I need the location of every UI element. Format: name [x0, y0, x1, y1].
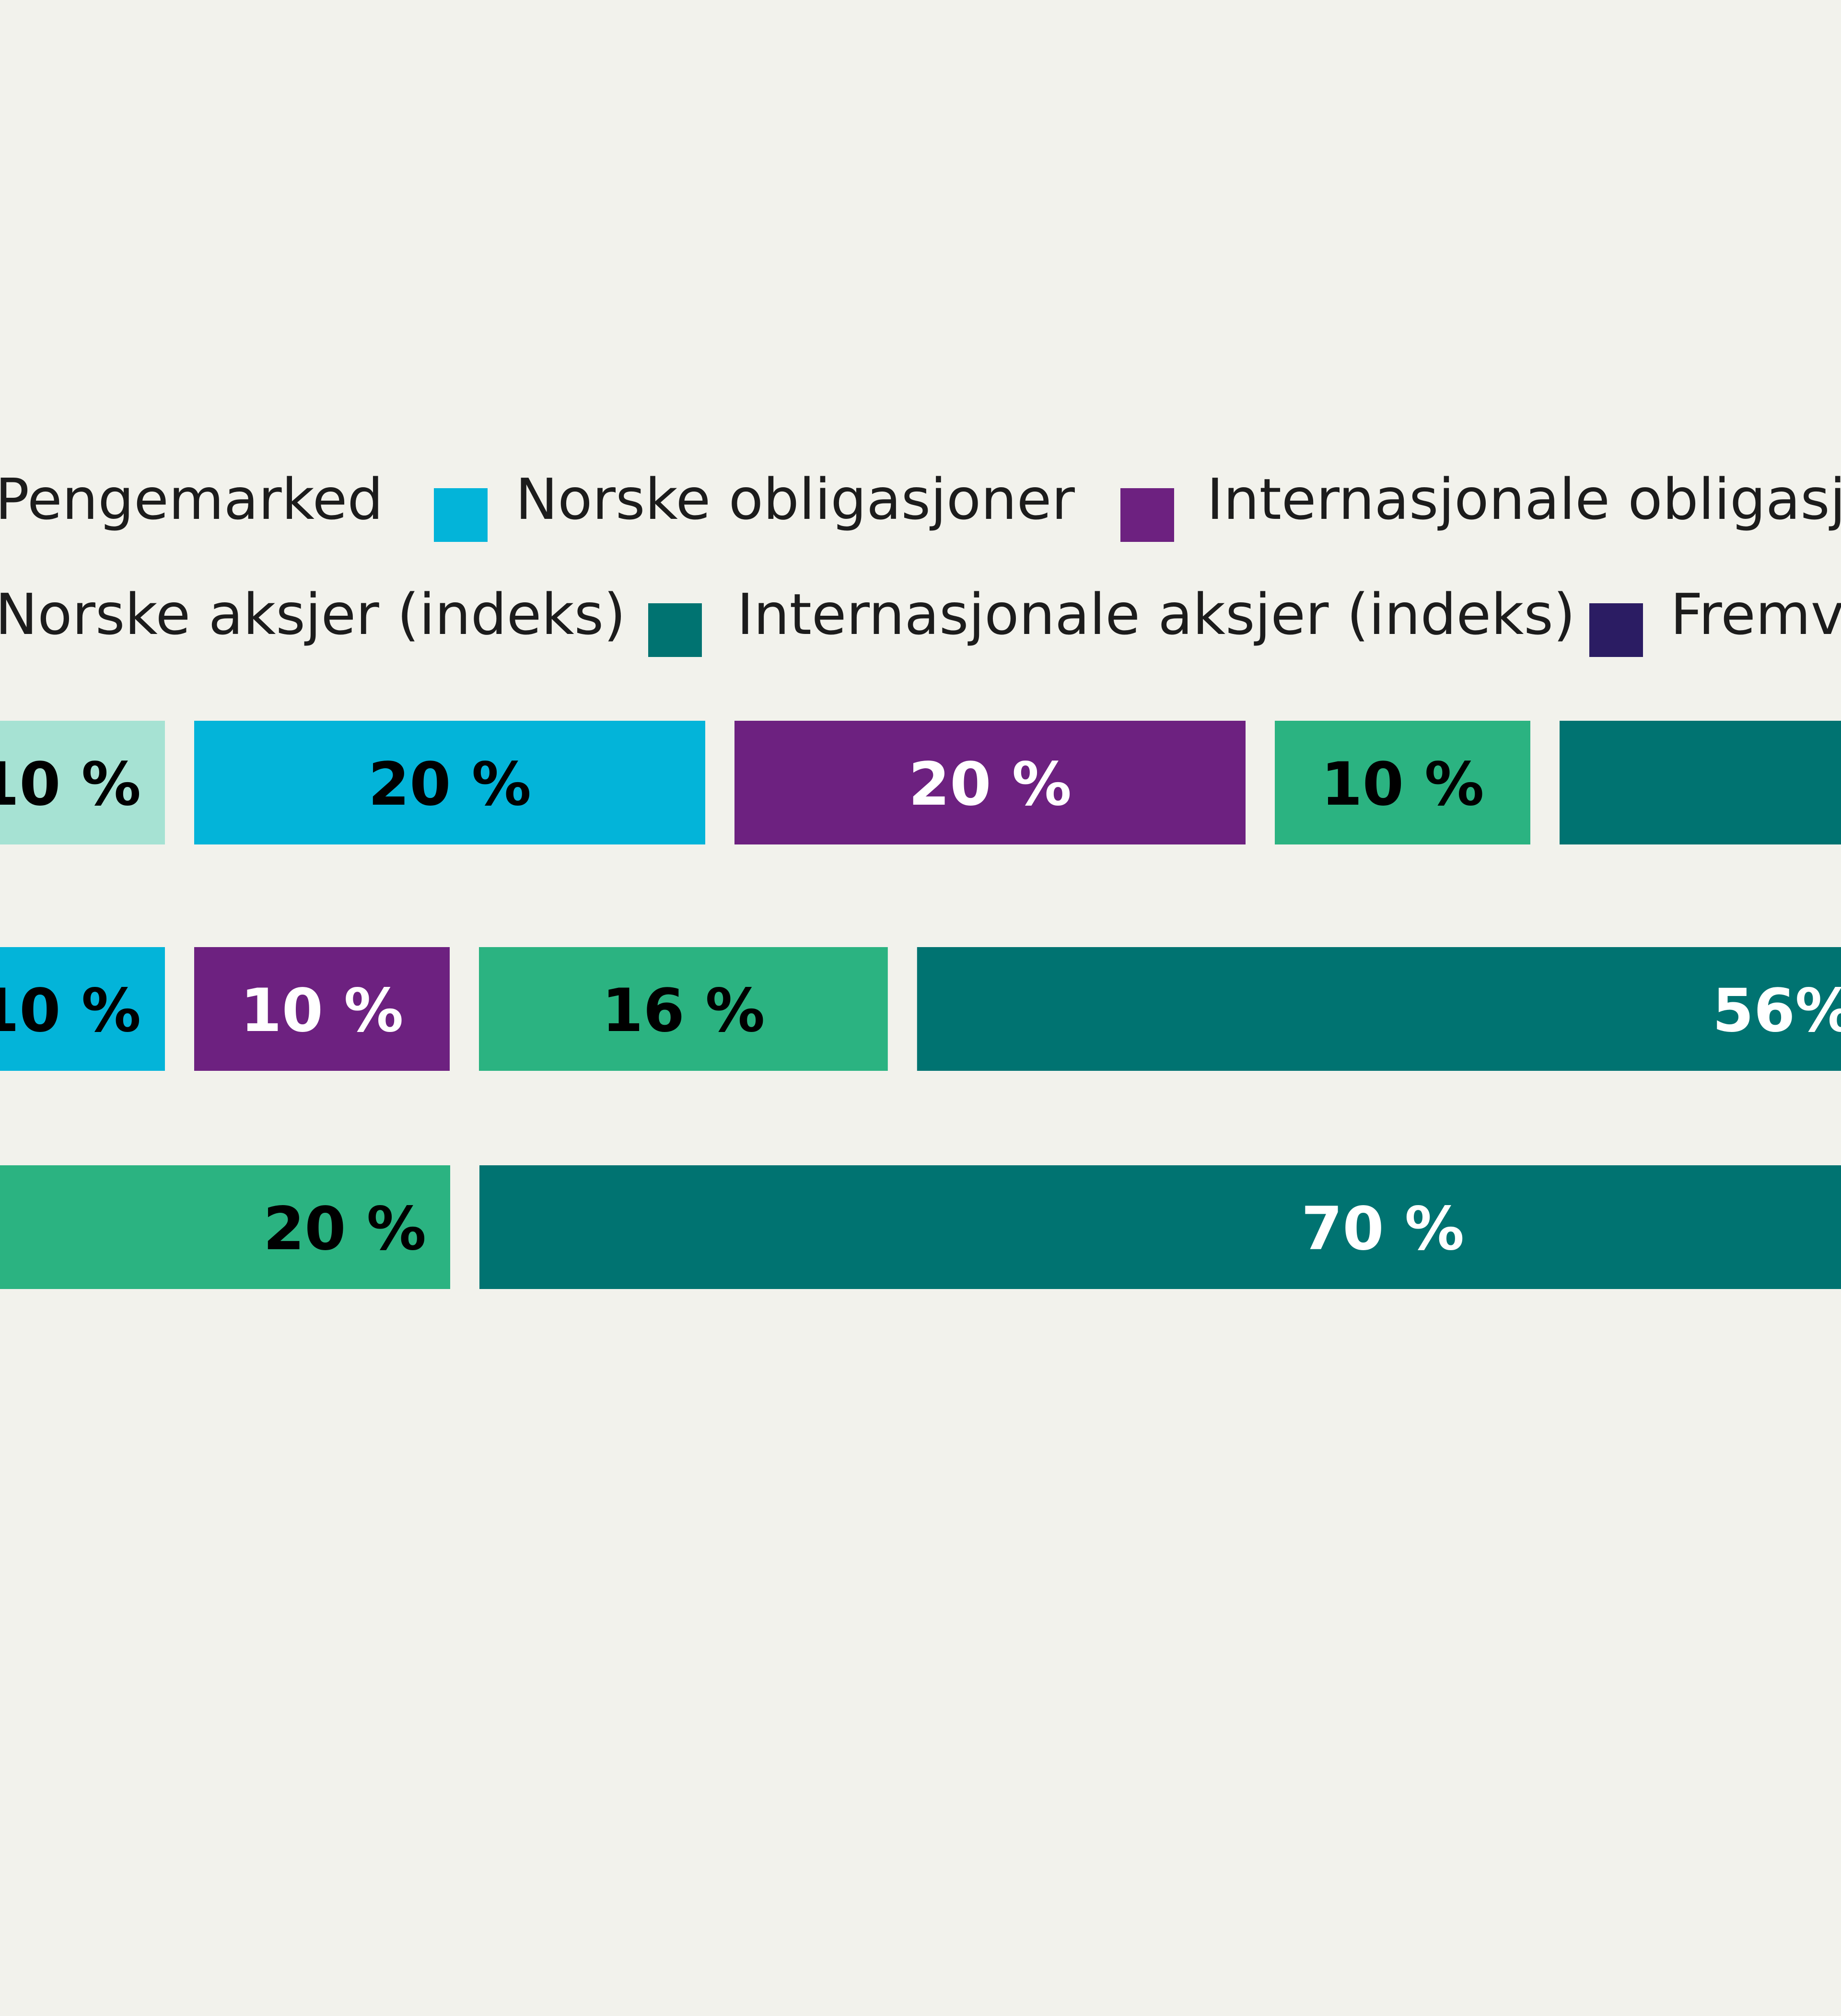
bar-rect [1560, 721, 1841, 844]
bar-segment-norske-obligasjoner: 10 % [0, 947, 165, 1071]
legend-swatch [1120, 488, 1174, 542]
bar-rect [734, 721, 1246, 844]
bar-rect [0, 721, 165, 844]
legend-label: Norske obligasjoner [515, 466, 1075, 532]
bar-rect [479, 1165, 1841, 1289]
legend-label: Fremvoksende markeder [1670, 581, 1841, 647]
bar-segment-internasjonale-aksjer-indeks: 56% [917, 947, 1841, 1071]
bar-segment-internasjonale-obligasjoner: 20 % [734, 721, 1246, 844]
bar-segment-internasjonale-obligasjoner: 10 % [194, 947, 450, 1071]
legend-label: Norske aksjer (indeks) [0, 581, 626, 647]
bar-segment-norske-obligasjoner: 20 % [194, 721, 705, 844]
bar-segment-norske-aksjer-indeks: 10 % [1275, 721, 1530, 844]
bar-rect [194, 947, 450, 1071]
legend-label: Internasjonale obligasjoner [1207, 466, 1841, 532]
data-label: 20 % [263, 1195, 426, 1264]
data-label: 70 % [1301, 1195, 1464, 1264]
data-label: 56% [1713, 976, 1841, 1045]
bar-row-2: 10 % 10 % 16 % 56% [0, 947, 1841, 1071]
bar-rect [479, 947, 888, 1071]
bar-rect [0, 947, 165, 1071]
bar-rect [917, 947, 1841, 1071]
bar-segment-pengemarked: 10 % [0, 721, 165, 844]
bar-segment-norske-aksjer-indeks: 20 % [0, 1165, 450, 1289]
legend-item-internasjonale-aksjer-indeks: Internasjonale aksjer (indeks) [648, 581, 1575, 657]
legend-swatch [1589, 603, 1643, 657]
data-label: 10 % [0, 976, 141, 1045]
data-label: 20 % [909, 750, 1072, 819]
data-label: 10 % [0, 750, 141, 819]
legend-item-fremvoksende-markeder: Fremvoksende markeder [1589, 581, 1841, 657]
legend-swatch [648, 603, 702, 657]
bar-rect [1275, 721, 1530, 844]
data-label: 16 % [602, 976, 765, 1045]
bar-rect [0, 1165, 450, 1289]
data-label: 10 % [1321, 750, 1484, 819]
data-label: 20 % [368, 750, 531, 819]
legend-item-internasjonale-obligasjoner: Internasjonale obligasjoner [1120, 466, 1841, 542]
bar-rect [194, 721, 705, 844]
data-label: 10 % [241, 976, 404, 1045]
bar-segment-norske-aksjer-indeks: 16 % [479, 947, 888, 1071]
chart-legend: Pengemarked Norske obligasjoner Internasjo… [0, 466, 1841, 657]
bar-segment-internasjonale-aksjer-indeks [1560, 721, 1841, 844]
bar-row-3: 20 % 70 % [0, 1165, 1841, 1289]
legend-swatch [434, 488, 488, 542]
legend-item-norske-aksjer-indeks: Norske aksjer (indeks) [0, 581, 626, 647]
legend-label: Pengemarked [0, 466, 383, 532]
bar-row-1: 10 % 20 % 20 % 10 % [0, 721, 1841, 844]
chart-bars: 10 % 20 % 20 % 10 % 10 % 10 % 16 % 56% 20 % 70 % [0, 721, 1841, 1289]
legend-item-norske-obligasjoner: Norske obligasjoner [434, 466, 1075, 542]
legend-label: Internasjonale aksjer (indeks) [737, 581, 1575, 647]
legend-item-pengemarked: Pengemarked [0, 466, 383, 532]
bar-segment-internasjonale-aksjer-indeks: 70 % [479, 1165, 1841, 1289]
